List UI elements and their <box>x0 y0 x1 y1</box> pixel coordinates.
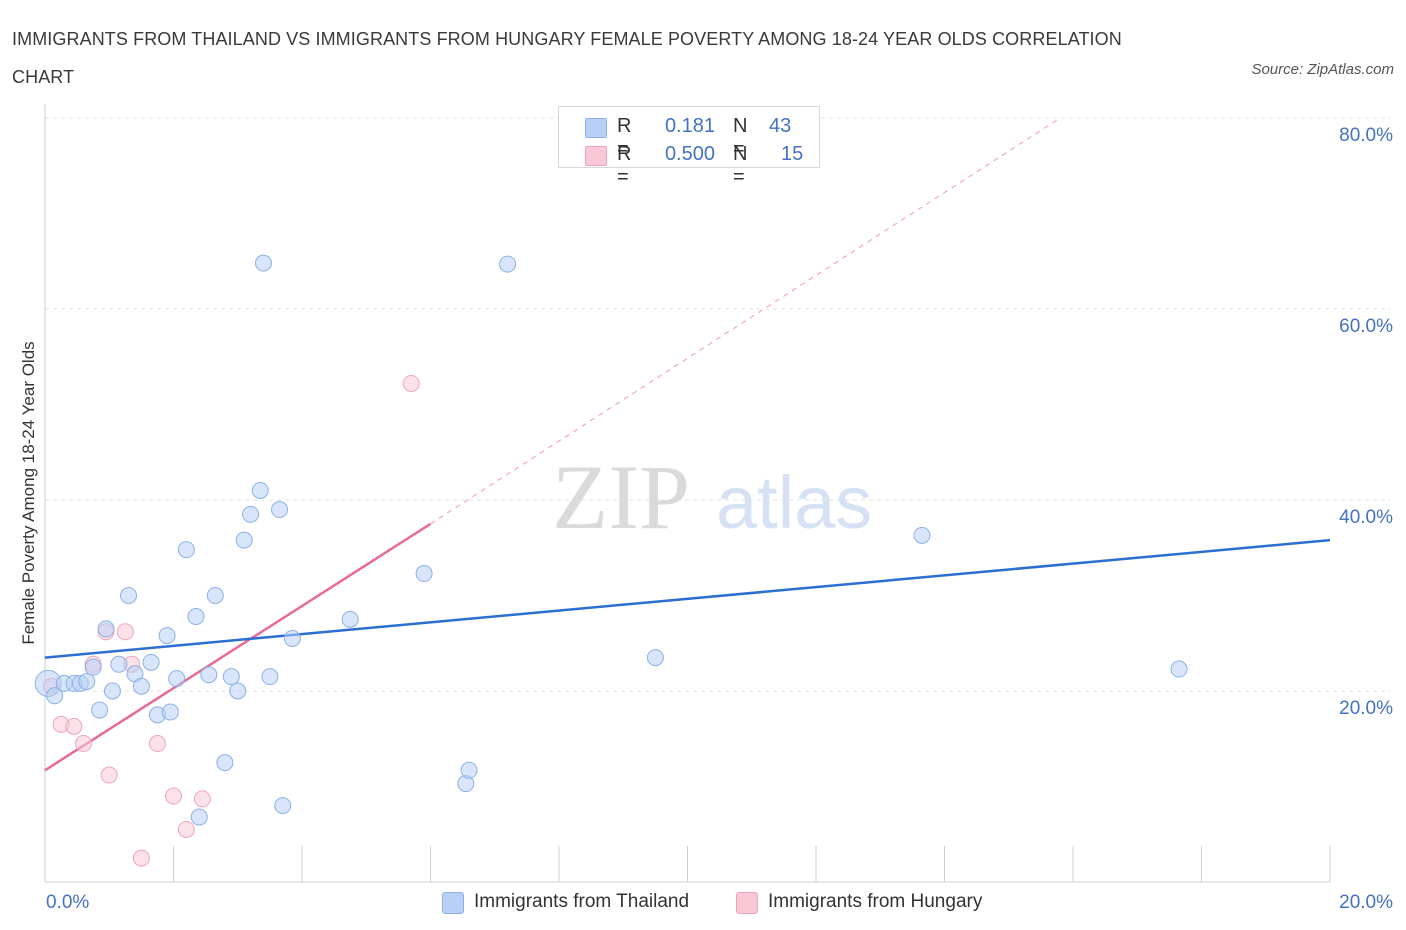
thailand-point <box>261 668 279 686</box>
thailand-point <box>271 501 289 519</box>
thailand-point <box>187 608 205 626</box>
y-tick-label: 20.0% <box>1339 698 1393 719</box>
legend-r-value-thailand: 0.181 <box>664 115 715 137</box>
legend-swatch-thailand <box>585 118 607 138</box>
legend-r-label: R = <box>617 115 632 160</box>
thailand-point <box>161 703 179 721</box>
y-tick-label: 80.0% <box>1339 125 1393 146</box>
hungary-point <box>402 374 420 392</box>
thailand-point <box>78 672 96 690</box>
thailand-point <box>460 761 478 779</box>
x-tick-label: 20.0% <box>1339 892 1393 913</box>
legend-n-value-hungary: 15 <box>781 143 804 165</box>
x-tick-label: 0.0% <box>46 892 89 913</box>
thailand-point <box>283 629 301 647</box>
thailand-point <box>206 587 224 604</box>
thailand-point <box>222 668 240 686</box>
legend-r-value-hungary: 0.500 <box>664 143 715 165</box>
thailand-point <box>200 666 218 684</box>
hungary-point <box>177 820 195 838</box>
source-label: Source: ZipAtlas.com <box>1251 61 1394 78</box>
hungary-point <box>65 717 83 735</box>
watermark-atlas: atlas <box>716 461 872 544</box>
hungary-point <box>75 735 93 753</box>
thailand-point <box>132 677 150 695</box>
thailand-point <box>341 610 359 628</box>
thailand-point <box>177 541 195 559</box>
thailand-point <box>499 255 517 273</box>
hungary-point <box>100 766 118 784</box>
thailand-point <box>142 653 160 671</box>
bottom-legend-label-hungary: Immigrants from Hungary <box>768 891 983 912</box>
thailand-point <box>120 587 138 604</box>
thailand-point <box>251 481 269 499</box>
hungary-point <box>165 787 182 805</box>
thailand-point <box>274 797 292 815</box>
legend-r-label: R = <box>617 143 632 188</box>
hungary-point <box>116 623 134 641</box>
thailand-trend-line <box>44 538 1331 659</box>
y-tick-label: 40.0% <box>1339 507 1393 528</box>
bottom-legend-swatch-hungary <box>736 892 758 914</box>
hungary-trend-extension <box>430 117 1061 525</box>
thailand-point <box>913 526 931 544</box>
thailand-point <box>415 565 433 583</box>
hungary-point <box>132 849 150 867</box>
chart-title: IMMIGRANTS FROM THAILAND VS IMMIGRANTS F… <box>12 29 1122 87</box>
legend-n-value-thailand: 43 <box>769 115 792 137</box>
thailand-point <box>84 658 102 676</box>
hungary-point <box>193 790 211 808</box>
correlation-legend: R = 0.181 N = 43 R = 0.500 N = 15 <box>558 106 820 188</box>
thailand-point <box>646 649 664 667</box>
thailand-point <box>91 701 109 719</box>
legend-n-label: N = <box>733 115 748 160</box>
hungary-trend-line <box>44 522 432 772</box>
legend-n-label: N = <box>733 143 748 188</box>
thailand-point <box>190 808 208 826</box>
hungary-point <box>148 735 166 753</box>
thailand-point <box>216 754 234 772</box>
thailand-point <box>254 254 272 272</box>
watermark-zip: ZIP <box>552 446 690 548</box>
thailand-point <box>97 620 115 638</box>
bottom-legend-swatch-thailand <box>442 892 464 914</box>
y-tick-label: 60.0% <box>1339 316 1393 337</box>
y-axis-title: Female Poverty Among 18-24 Year Olds <box>19 341 38 644</box>
thailand-point <box>158 627 176 645</box>
thailand-point <box>229 682 247 700</box>
thailand-point <box>1170 660 1188 678</box>
thailand-point <box>168 670 186 688</box>
thailand-point <box>110 655 128 673</box>
bottom-legend-label-thailand: Immigrants from Thailand <box>474 891 690 912</box>
legend-swatch-hungary <box>585 146 607 166</box>
thailand-point <box>103 682 121 700</box>
thailand-point <box>242 505 260 523</box>
thailand-point <box>235 531 253 549</box>
thailand-point <box>46 687 64 705</box>
